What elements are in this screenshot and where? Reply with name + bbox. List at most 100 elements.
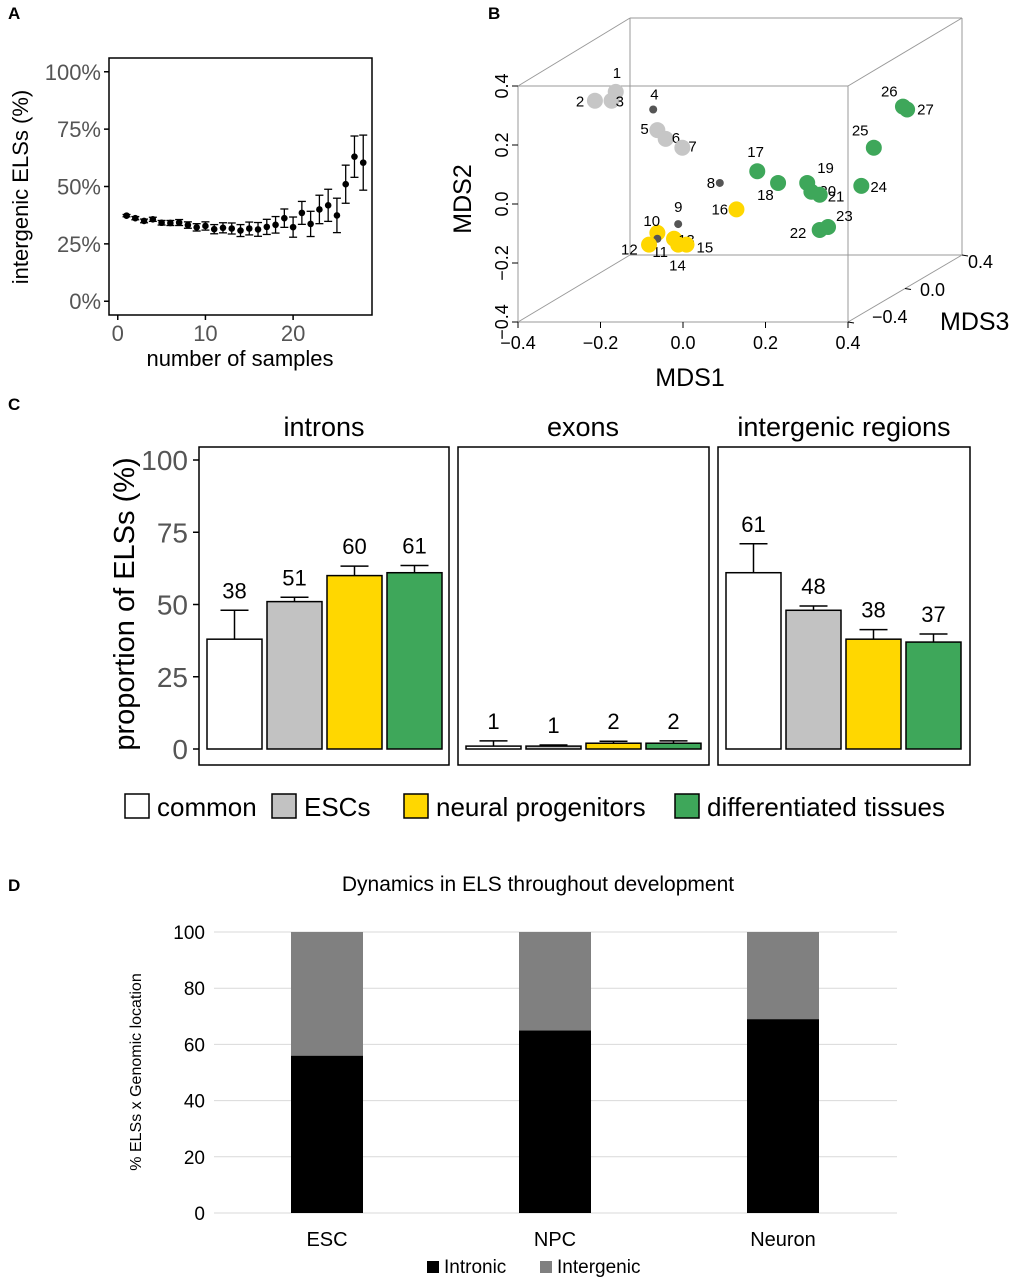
panel-d-title: Dynamics in ELS throughout development bbox=[342, 873, 734, 896]
bar-introns-common bbox=[206, 638, 263, 750]
panel-a-plot-frame bbox=[108, 57, 373, 316]
bar-esc-intergenic bbox=[291, 932, 363, 1056]
panel-b-y-axis-label: MDS2 bbox=[449, 164, 477, 233]
panel-b-axis-ticks: −0.4 −0.2 0.0 0.2 0.4 −0.4 −0.2 0.0 0.2 0.4 −0.4 0.… bbox=[492, 73, 993, 353]
data-point bbox=[167, 219, 174, 227]
panel-label-b: B bbox=[488, 4, 500, 23]
facet-intergenic-frame bbox=[717, 446, 971, 766]
bar-value-label: 61 bbox=[402, 533, 426, 558]
data-point bbox=[237, 227, 244, 234]
panel-label-d: D bbox=[8, 876, 20, 895]
mds-point-23 bbox=[820, 219, 837, 235]
mds-point-label: 25 bbox=[852, 123, 869, 140]
mds-point-label: 15 bbox=[697, 240, 714, 257]
mds-point-21 bbox=[811, 186, 828, 203]
panel-c-y-axis-label: proportion of ELSs (%) bbox=[109, 457, 141, 750]
y-tick-label: 100 bbox=[173, 923, 205, 944]
legend-label-intronic: Intronic bbox=[444, 1257, 506, 1278]
bar-value-label: 2 bbox=[607, 709, 619, 734]
mds-point-label: 2 bbox=[576, 94, 584, 111]
y-tick-label: 0.2 bbox=[492, 132, 512, 157]
mds-point-label: 18 bbox=[757, 187, 774, 204]
panel-b-z-axis-label: MDS3 bbox=[940, 308, 1009, 336]
y-tick-label: 100 bbox=[141, 445, 188, 476]
data-point bbox=[202, 222, 209, 230]
y-tick-label: 0.4 bbox=[492, 73, 512, 98]
data-point bbox=[254, 226, 262, 233]
data-point bbox=[272, 221, 279, 229]
panel-c-legend: common ESCs neural progenitors different… bbox=[124, 792, 945, 822]
x-tick-label: 0.0 bbox=[670, 333, 695, 353]
data-point bbox=[307, 220, 314, 228]
x-tick-label: −0.4 bbox=[500, 333, 536, 353]
facet-title-intergenic: intergenic regions bbox=[737, 412, 950, 442]
bar-value-label: 38 bbox=[222, 578, 246, 603]
bar-value-label: 37 bbox=[921, 602, 945, 627]
y-tick-label: 80 bbox=[184, 979, 205, 1000]
mds-point-9 bbox=[674, 220, 683, 229]
legend-label-escs: ESCs bbox=[304, 792, 370, 822]
panel-label-c: C bbox=[8, 395, 20, 414]
z-tick-label: −0.4 bbox=[872, 307, 908, 327]
z-tick-label: 0.4 bbox=[968, 252, 993, 272]
x-tick-label: 0 bbox=[112, 321, 124, 346]
mds-point-8 bbox=[715, 178, 724, 187]
y-tick-label: −0.4 bbox=[492, 304, 512, 340]
y-tick-label: 100% bbox=[45, 60, 101, 85]
mds-point-label: 1 bbox=[613, 65, 621, 82]
bar-value-label: 1 bbox=[487, 709, 499, 734]
legend-label-neural-progenitors: neural progenitors bbox=[436, 792, 646, 822]
bar-npc-intergenic bbox=[519, 932, 591, 1031]
data-point bbox=[298, 209, 306, 217]
facet-exons-frame bbox=[457, 446, 710, 766]
y-tick-label: 60 bbox=[184, 1035, 205, 1056]
mds-point-24 bbox=[853, 177, 870, 194]
mds-point-label: 27 bbox=[917, 102, 934, 119]
data-point bbox=[132, 214, 139, 222]
data-point bbox=[175, 219, 183, 226]
mds-point-label: 24 bbox=[870, 179, 887, 196]
mds-point-label: 23 bbox=[836, 208, 853, 225]
bar-intergenic-regions-common bbox=[725, 571, 782, 750]
mds-point-label: 7 bbox=[688, 139, 696, 156]
mds-point-label: 6 bbox=[672, 130, 680, 147]
mds-point-label: 8 bbox=[707, 175, 715, 192]
y-tick-label: 75% bbox=[57, 117, 101, 142]
data-point bbox=[351, 153, 358, 160]
mds-point-25 bbox=[865, 139, 882, 156]
panel-b-points: 1234567891011121314151617181920212223242… bbox=[576, 65, 934, 275]
mds-point-16 bbox=[728, 201, 745, 218]
x-tick-label: −0.2 bbox=[583, 333, 619, 353]
bar-introns-neural-progenitors bbox=[326, 574, 383, 750]
legend-swatch-intergenic bbox=[540, 1261, 552, 1273]
facet-introns-frame bbox=[198, 446, 450, 766]
data-point bbox=[158, 219, 165, 227]
legend-label-intergenic: Intergenic bbox=[557, 1257, 640, 1278]
bar-intergenic-regions-differentiated-tissues bbox=[905, 641, 962, 750]
y-tick-label: 25% bbox=[57, 232, 101, 257]
x-tick-label: 10 bbox=[193, 321, 217, 346]
data-point bbox=[316, 206, 323, 213]
mds-point-6 bbox=[657, 130, 674, 147]
bar-exons-ESCs bbox=[525, 745, 582, 750]
panel-d-legend: Intronic Intergenic bbox=[427, 1257, 640, 1278]
bar-npc-intronic bbox=[519, 1030, 591, 1213]
legend-swatch-escs bbox=[271, 793, 297, 819]
mds-point-12 bbox=[641, 236, 658, 253]
bar-introns-differentiated-tissues bbox=[386, 571, 443, 750]
bar-esc-intronic bbox=[291, 1055, 363, 1213]
panel-d-bars: ESC NPC Neuron bbox=[291, 932, 819, 1251]
data-point bbox=[123, 212, 130, 219]
data-point bbox=[149, 216, 157, 223]
panel-label-a: A bbox=[8, 4, 20, 23]
panel-a-points bbox=[122, 134, 368, 238]
bar-value-label: 2 bbox=[667, 709, 679, 734]
z-tick-mark bbox=[847, 321, 855, 324]
mds-point-label: 22 bbox=[790, 225, 807, 242]
mds-point-label: 21 bbox=[828, 189, 845, 206]
data-point bbox=[210, 225, 218, 233]
legend-label-differentiated-tissues: differentiated tissues bbox=[707, 792, 945, 822]
x-tick-label: 0.2 bbox=[753, 333, 778, 353]
data-point bbox=[342, 180, 350, 188]
